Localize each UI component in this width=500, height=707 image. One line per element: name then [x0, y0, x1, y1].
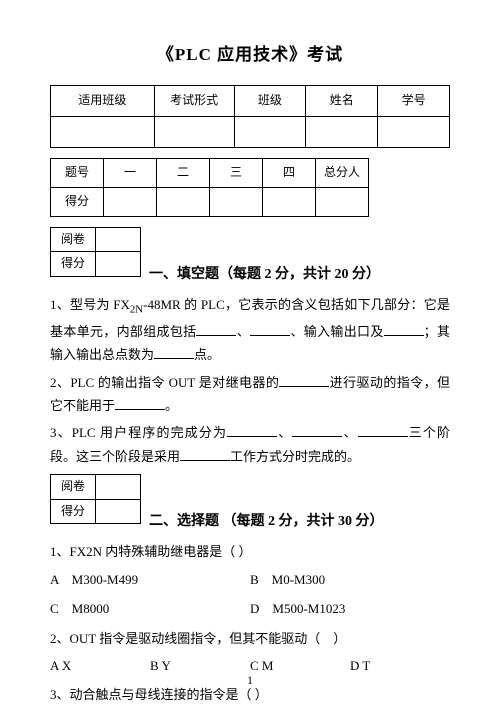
hdr-cell: [306, 116, 378, 147]
score-h-3: 三: [210, 158, 263, 187]
mc1-row1: A M300-M499 B M0-M300: [50, 568, 450, 591]
grader-blank: [96, 252, 141, 277]
score-h-1: 一: [104, 158, 157, 187]
score-cell: [157, 187, 210, 216]
mc-question-1: 1、FX2N 内特殊辅助继电器是（ ）: [50, 540, 450, 563]
score-row-label: 得分: [51, 187, 104, 216]
score-h-4: 四: [263, 158, 316, 187]
hdr-col-form: 考试形式: [154, 85, 234, 116]
question-3: 3、PLC 用户程序的完成分为、、三个阶段。这三个阶段是采用工作方式分时完成的。: [50, 421, 450, 468]
mc1-opt-c: C M8000: [50, 597, 250, 620]
grader-r1: 阅卷: [51, 475, 96, 500]
mc1-opt-a: A M300-M499: [50, 568, 250, 591]
score-table: 题号 一 二 三 四 总分人 得分: [50, 158, 369, 217]
grader-r2: 得分: [51, 499, 96, 524]
grader-r2: 得分: [51, 252, 96, 277]
hdr-col-banji: 班级: [234, 85, 306, 116]
score-h-total: 总分人: [316, 158, 369, 187]
hdr-col-id: 学号: [378, 85, 450, 116]
mc1-row2: C M8000 D M500-M1023: [50, 597, 450, 620]
score-h-label: 题号: [51, 158, 104, 187]
score-cell: [104, 187, 157, 216]
score-cell: [263, 187, 316, 216]
mc-question-2: 2、OUT 指令是驱动线圈指令，但其不能驱动（ ）: [50, 627, 450, 650]
grader-blank: [96, 499, 141, 524]
page-number: 1: [0, 670, 500, 692]
mc1-opt-b: B M0-M300: [250, 568, 450, 591]
score-h-2: 二: [157, 158, 210, 187]
grader-box-2: 阅卷 得分: [50, 474, 141, 524]
score-cell: [316, 187, 369, 216]
hdr-col-class: 适用班级: [51, 85, 155, 116]
hdr-col-name: 姓名: [306, 85, 378, 116]
hdr-cell: [154, 116, 234, 147]
section-1-heading: 一、填空题（每题 2 分，共计 20 分）: [149, 262, 380, 287]
grader-blank: [96, 475, 141, 500]
grader-blank: [96, 227, 141, 252]
hdr-cell: [234, 116, 306, 147]
mc1-opt-d: D M500-M1023: [250, 597, 450, 620]
question-1: 1、型号为 FX2N-48MR 的 PLC，它表示的含义包括如下几部分：它是基本…: [50, 293, 450, 367]
grader-r1: 阅卷: [51, 227, 96, 252]
question-2: 2、PLC 的输出指令 OUT 是对继电器的进行驱动的指令，但它不能用于。: [50, 371, 450, 418]
section-2-heading: 二、选择题 （每题 2 分，共计 30 分）: [149, 509, 384, 534]
page-title: 《PLC 应用技术》考试: [50, 40, 450, 71]
score-cell: [210, 187, 263, 216]
hdr-cell: [51, 116, 155, 147]
header-table: 适用班级 考试形式 班级 姓名 学号: [50, 85, 450, 148]
grader-box-1: 阅卷 得分: [50, 227, 141, 277]
hdr-cell: [378, 116, 450, 147]
